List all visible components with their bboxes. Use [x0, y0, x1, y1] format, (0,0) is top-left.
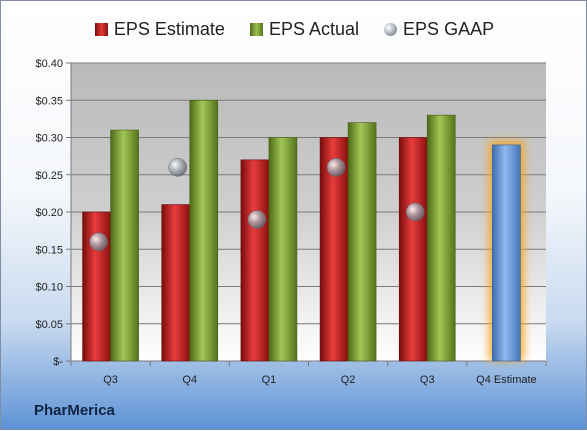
- bar-eps-actual: [347, 122, 377, 362]
- y-tick-label: $0.05: [35, 319, 63, 331]
- legend-label-eps-gaap: EPS GAAP: [403, 19, 495, 39]
- y-tick-label: $-: [53, 356, 63, 368]
- chart-legend: EPS Estimate EPS Actual EPS GAAP: [1, 19, 587, 41]
- y-tick-label: $0.30: [35, 133, 63, 145]
- y-tick-label: $0.20: [35, 207, 63, 219]
- y-tick-label: $0.25: [35, 170, 63, 182]
- y-tick-label: $0.15: [35, 244, 63, 256]
- x-tick-label: Q4: [182, 374, 197, 386]
- company-name: PharMerica: [34, 402, 115, 419]
- point-eps-gaap: [406, 202, 425, 222]
- x-tick-label: Q1: [262, 374, 277, 386]
- bar-eps-estimate: [398, 137, 428, 362]
- x-tick-label: Q2: [341, 374, 356, 386]
- legend-label-eps-actual: EPS Actual: [268, 19, 360, 39]
- point-eps-gaap: [326, 158, 346, 177]
- legend-swatch-eps-gaap: [384, 23, 398, 36]
- point-eps-gaap: [89, 232, 108, 252]
- bar-eps-estimate: [240, 159, 270, 362]
- legend-swatch-eps-estimate: [94, 23, 108, 36]
- x-tick-label: Q3: [420, 374, 435, 386]
- point-eps-gaap: [247, 210, 267, 229]
- legend-item-eps-actual: EPS Actual: [249, 19, 360, 40]
- bar-eps-estimate: [161, 204, 191, 362]
- point-eps-gaap: [168, 158, 187, 177]
- x-tick-label: Q3: [103, 374, 118, 386]
- bar-eps-actual: [268, 137, 298, 362]
- y-tick-label: $0.10: [35, 282, 63, 294]
- bar-eps-actual: [189, 99, 219, 362]
- y-tick-label: $0.40: [35, 58, 63, 70]
- legend-item-eps-estimate: EPS Estimate: [94, 19, 225, 40]
- legend-item-eps-gaap: EPS GAAP: [384, 19, 494, 40]
- bar-eps-actual: [426, 114, 456, 362]
- bar-q4-estimate: [492, 144, 521, 362]
- legend-label-eps-estimate: EPS Estimate: [113, 19, 225, 39]
- bar-eps-actual: [110, 129, 139, 362]
- y-tick-label: $0.35: [35, 95, 63, 107]
- legend-swatch-eps-actual: [249, 23, 263, 36]
- x-tick-label: Q4 Estimate: [476, 374, 537, 386]
